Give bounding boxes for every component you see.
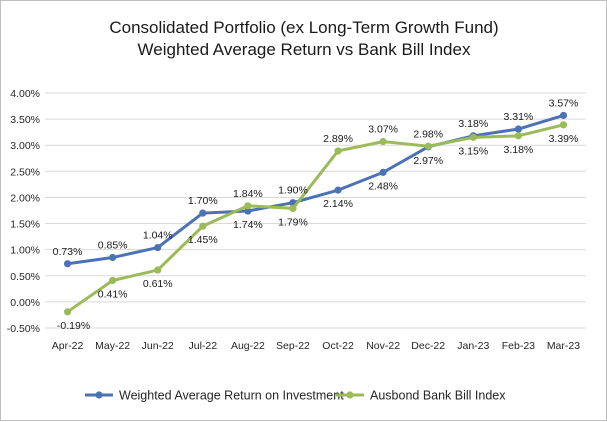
data-point [244,207,252,215]
data-point [154,266,162,274]
data-label: 3.18% [503,144,533,156]
y-tick-label: -0.50% [7,323,40,335]
x-tick-label: Mar-23 [547,340,580,352]
data-label: 3.39% [549,133,579,145]
x-tick-label: Aug-22 [231,340,265,352]
data-label: 0.61% [143,278,173,290]
data-point [514,132,522,140]
y-tick-label: 1.00% [10,245,40,257]
data-label: 1.70% [188,195,218,207]
chart-title: Consolidated Portfolio (ex Long-Term Gro… [109,18,498,37]
data-label: 1.84% [233,188,263,200]
y-tick-label: 2.50% [10,166,40,178]
x-tick-label: Nov-22 [366,340,400,352]
data-point [469,133,477,141]
x-tick-label: Apr-22 [52,340,84,352]
x-tick-label: Feb-23 [502,340,535,352]
data-point [109,276,117,285]
data-label: 0.85% [98,240,128,252]
data-point [559,111,568,120]
legend-marker [95,391,103,399]
data-label: 1.45% [188,234,218,246]
data-label: 3.15% [458,145,488,157]
data-label: 2.14% [323,198,353,210]
y-tick-label: 2.00% [10,192,40,204]
data-point [244,202,252,210]
data-label: 2.97% [413,155,443,167]
series-group [63,111,568,316]
x-tick-label: Oct-22 [322,340,354,352]
series-line-1 [66,113,565,266]
y-tick-label: 3.50% [10,114,40,126]
y-tick-label: 0.50% [10,271,40,283]
x-tick-label: Dec-22 [411,340,445,352]
data-label: 1.90% [278,185,308,197]
y-tick-label: 0.00% [10,297,40,309]
data-point [63,308,72,316]
data-point [379,137,387,146]
data-point [334,147,342,155]
legend-entry: Ausbond Bank Bill Index [370,389,506,403]
legend-entry: Weighted Average Return on Investment [119,389,344,403]
data-point [289,204,297,213]
legend: Weighted Average Return on Investment Aus… [85,389,506,403]
y-tick-label: 1.50% [10,219,40,231]
data-label: 1.04% [143,230,173,242]
data-label: 3.57% [549,97,579,109]
x-tick-label: May-22 [95,340,130,352]
data-label: -0.19% [57,320,90,332]
data-label: 3.07% [368,124,398,136]
data-label: 1.74% [233,219,263,231]
data-point [424,142,432,150]
data-label: 2.48% [368,180,398,192]
data-label: 2.98% [413,128,443,140]
x-tick-label: Jul-22 [188,340,217,352]
x-axis-ticks: Apr-22 May-22 Jun-22 Jul-22 Aug-22 Sep-22 Oct-… [52,340,580,352]
data-label: 0.41% [98,288,128,300]
chart-subtitle: Weighted Average Return vs Bank Bill Ind… [138,40,471,59]
data-point [379,168,387,176]
x-tick-label: Jan-23 [457,340,489,352]
x-tick-label: Sep-22 [276,340,310,352]
series-line-2 [66,123,565,314]
data-label: 3.31% [503,111,533,123]
data-point [334,186,342,194]
y-tick-label: 4.00% [10,88,40,100]
y-axis-ticks: 4.00% 3.50% 3.00% 2.50% 2.00% 1.50% 1.00% 0.50%… [7,88,40,335]
y-tick-label: 3.00% [10,140,40,152]
data-labels: 0.73% 0.85% 1.04% 1.70% 1.74% 1.90% 2.14% 2.48%… [53,97,579,331]
data-point [514,125,522,133]
data-point [199,222,207,230]
data-label: 1.79% [278,216,308,228]
x-tick-label: Jun-22 [142,340,174,352]
data-point [63,260,72,268]
data-point [199,209,207,217]
data-label: 2.89% [323,133,353,145]
data-label: 3.18% [458,118,488,130]
data-point [109,253,117,262]
data-point [559,121,568,129]
data-label: 0.73% [53,246,83,258]
data-point [154,243,162,252]
legend-marker [346,391,354,399]
